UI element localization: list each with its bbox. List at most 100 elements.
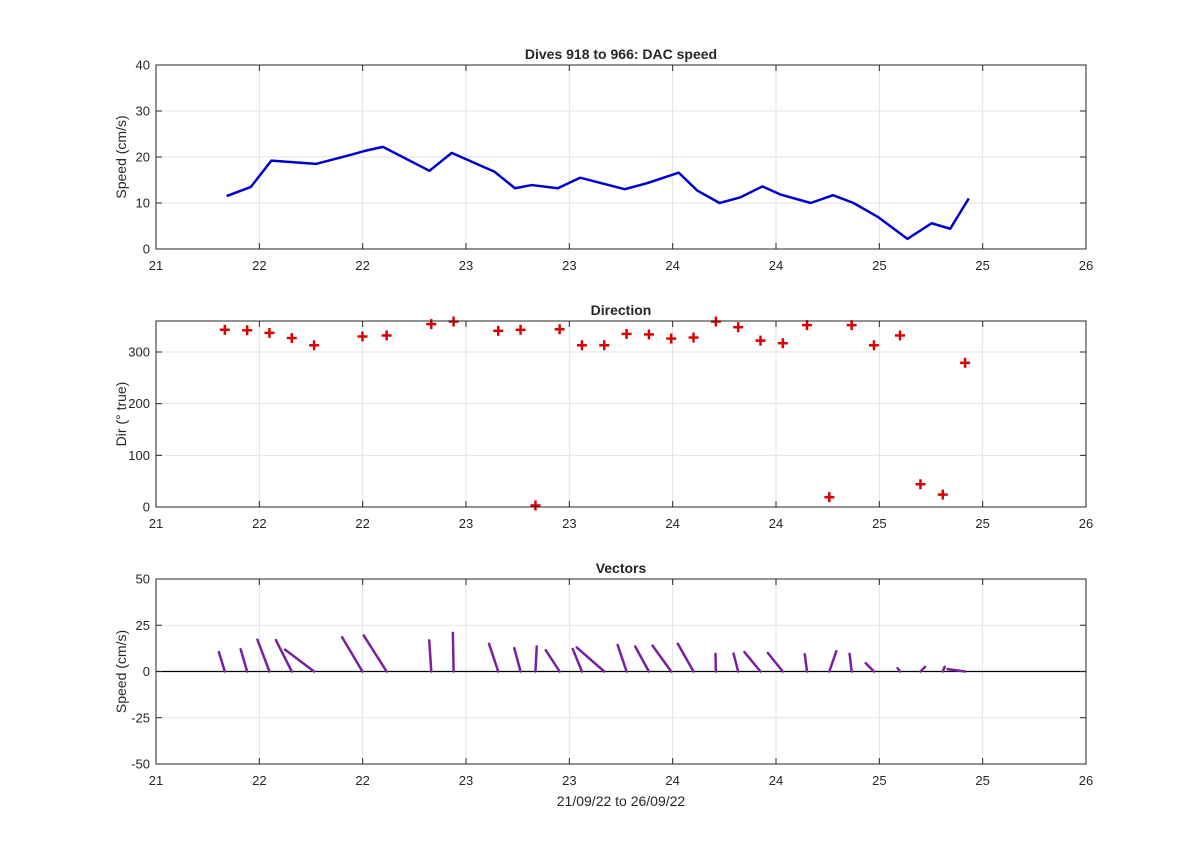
speed-xtick-label: 25 (975, 258, 989, 273)
speed-xtick-label: 23 (459, 258, 473, 273)
vector-stick (946, 667, 967, 673)
direction-point (493, 325, 504, 336)
vectors-ytick-label: -50 (131, 757, 150, 772)
speed-panel: 0 10 20 30 40 21 22 22 23 23 24 24 25 25 26 Dives 918 … (113, 46, 1093, 273)
direction-point (309, 340, 320, 351)
direction-point (824, 492, 835, 503)
direction-point (643, 329, 654, 340)
vector-stick (766, 651, 785, 673)
vectors-xtick-label: 24 (769, 773, 783, 788)
vectors-ytick-label: 0 (143, 664, 150, 679)
direction-point (777, 338, 788, 349)
direction-xtick-label: 25 (872, 516, 886, 531)
vector-stick (651, 644, 673, 673)
vector-stick (340, 636, 364, 673)
direction-point (554, 324, 565, 335)
vector-stick (544, 648, 561, 673)
vectors-ytick-label: 50 (136, 572, 150, 587)
vector-stick (919, 665, 927, 673)
vectors-xtick-label: 22 (355, 773, 369, 788)
vector-stick (575, 646, 606, 673)
vector-stick (743, 650, 762, 673)
direction-axes-box (155, 320, 1087, 508)
direction-point (802, 320, 812, 331)
speed-ytick-label: 40 (136, 58, 150, 73)
direction-point (286, 333, 297, 344)
speed-xtick-label: 25 (872, 258, 886, 273)
vector-stick (633, 645, 651, 673)
vectors-xtick-label: 21 (149, 773, 163, 788)
vectors-ytick-label: 25 (136, 618, 150, 633)
direction-xtick-label: 23 (562, 516, 576, 531)
direction-point (530, 500, 541, 511)
vector-stick (941, 665, 946, 673)
vector-stick (828, 649, 838, 673)
vectors-title: Vectors (596, 560, 647, 576)
speed-ytick-label: 30 (136, 104, 150, 119)
vector-stick (732, 652, 740, 673)
vector-stick (362, 634, 388, 673)
direction-ytick-label: 0 (143, 500, 150, 515)
speed-ytick-label: 10 (136, 196, 150, 211)
vector-stick (256, 638, 271, 673)
speed-series-line (226, 145, 970, 241)
direction-point (264, 327, 275, 338)
vector-stick (487, 642, 500, 673)
direction-point (621, 328, 632, 339)
direction-point (688, 332, 699, 343)
vectors-ytick-label: -25 (131, 710, 150, 725)
direction-point (915, 479, 926, 490)
vector-stick (848, 652, 853, 673)
direction-y-axis-label: Dir (° true) (113, 382, 129, 447)
direction-point (733, 322, 744, 333)
vector-stick (803, 653, 809, 673)
vectors-xtick-label: 25 (872, 773, 886, 788)
vector-stick (534, 645, 538, 673)
direction-point (576, 340, 587, 351)
direction-ytick-label: 300 (128, 345, 150, 360)
direction-ytick-label: 100 (128, 448, 150, 463)
vector-stick (513, 646, 522, 673)
speed-ytick-label: 0 (143, 242, 150, 257)
direction-point (846, 320, 857, 331)
vectors-xtick-label: 24 (665, 773, 679, 788)
vectors-xtick-label: 25 (975, 773, 989, 788)
direction-point (599, 340, 610, 351)
direction-xtick-label: 26 (1079, 516, 1093, 531)
speed-xtick-label: 22 (355, 258, 369, 273)
direction-ytick-label: 200 (128, 396, 150, 411)
vector-stick (217, 650, 227, 673)
direction-point (937, 489, 948, 500)
vector-stick (274, 638, 294, 673)
speed-xtick-label: 24 (665, 258, 679, 273)
speed-ytick-label: 20 (136, 150, 150, 165)
direction-xtick-label: 25 (975, 516, 989, 531)
speed-xtick-label: 21 (149, 258, 163, 273)
direction-point (666, 333, 677, 344)
vector-stick (571, 647, 584, 673)
speed-xtick-label: 22 (252, 258, 266, 273)
direction-xtick-label: 22 (252, 516, 266, 531)
direction-xtick-label: 22 (355, 516, 369, 531)
vectors-xtick-label: 23 (459, 773, 473, 788)
direction-xtick-label: 24 (769, 516, 783, 531)
speed-y-axis-label: Speed (cm/s) (113, 115, 129, 198)
vector-stick (451, 631, 455, 673)
speed-xtick-label: 26 (1079, 258, 1093, 273)
direction-point (242, 325, 253, 336)
vector-stick (896, 666, 902, 673)
direction-point (960, 357, 971, 368)
direction-panel: 0 100 200 300 21 22 22 23 23 24 24 25 25 26 Direction… (113, 302, 1093, 531)
speed-xtick-label: 24 (769, 258, 783, 273)
direction-point (755, 335, 766, 346)
direction-xtick-label: 21 (149, 516, 163, 531)
vectors-y-axis-label: Speed (cm/s) (113, 630, 129, 713)
x-axis-label: 21/09/22 to 26/09/22 (557, 793, 686, 809)
vector-stick (427, 639, 433, 673)
direction-point (381, 330, 392, 341)
direction-point (219, 324, 230, 335)
direction-point (710, 316, 721, 327)
